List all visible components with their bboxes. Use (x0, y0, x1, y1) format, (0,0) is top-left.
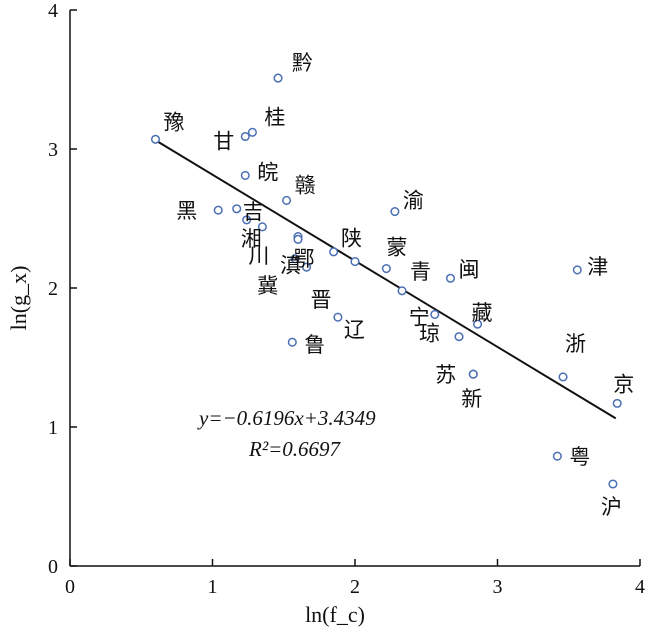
point-label: 川 (248, 244, 269, 268)
annotations-group: y=−0.6196x+3.4349 R²=0.6697 (197, 406, 376, 461)
y-tick-label: 4 (48, 0, 58, 22)
data-point (572, 265, 582, 275)
point-label: 滇 (280, 254, 301, 278)
point-label: 冀 (257, 274, 278, 298)
point-label: 晋 (311, 288, 332, 312)
point-label: 宁 (409, 305, 430, 329)
data-point (612, 398, 622, 408)
point-label: 皖 (257, 160, 278, 184)
point-label: 津 (587, 255, 608, 279)
x-tick-label: 3 (493, 576, 503, 598)
point-label: 黑 (176, 199, 197, 223)
y-axis-label: ln(g_x) (6, 266, 31, 331)
data-point (430, 309, 440, 319)
y-tick-label: 1 (48, 417, 58, 439)
fit-line-group (154, 139, 617, 420)
y-tick-label: 2 (48, 278, 58, 300)
data-point (445, 273, 456, 283)
data-point (232, 204, 242, 214)
x-tick-label: 0 (65, 576, 75, 598)
point-label: 闽 (458, 257, 479, 281)
point-label: 赣 (295, 173, 316, 197)
r-squared: R²=0.6697 (248, 437, 342, 461)
point-label: 苏 (435, 363, 456, 387)
data-point (213, 205, 223, 215)
point-label: 吉 (243, 200, 264, 224)
point-label: 藏 (472, 301, 493, 325)
point-label: 新 (461, 387, 482, 411)
data-point (473, 319, 483, 329)
data-point (240, 170, 250, 180)
data-point (329, 247, 339, 257)
point-label: 湘 (241, 227, 262, 251)
data-point (302, 262, 312, 272)
y-tick-label: 3 (48, 139, 58, 161)
point-label: 京 (613, 372, 634, 396)
data-point (287, 337, 297, 347)
x-axis-label: ln(f_c) (305, 602, 365, 627)
data-point (293, 234, 303, 244)
data-point (333, 312, 343, 322)
data-point (242, 215, 252, 225)
data-point (350, 257, 360, 267)
fit-line (154, 139, 617, 420)
data-point (608, 479, 618, 489)
point-label: 甘 (213, 129, 234, 153)
point-label: 青 (410, 260, 431, 284)
point-label: 渝 (403, 189, 424, 213)
data-point (273, 73, 283, 83)
points-group (150, 73, 622, 489)
point-label: 黔 (292, 51, 313, 75)
point-label: 桂 (264, 105, 285, 129)
data-point (247, 127, 257, 137)
point-label: 辽 (344, 318, 365, 342)
data-point (240, 131, 250, 142)
point-label: 粤 (569, 445, 590, 469)
point-label: 浙 (565, 332, 586, 356)
point-label: 琼 (419, 322, 440, 346)
data-point (454, 332, 464, 342)
data-point (290, 254, 300, 264)
y-tick-label: 0 (48, 556, 58, 578)
data-point (257, 222, 267, 232)
data-point (552, 451, 562, 461)
point-label: 沪 (601, 495, 622, 519)
x-tick-label: 1 (208, 576, 218, 598)
fit-equation: y=−0.6196x+3.4349 (197, 406, 376, 430)
point-label: 陕 (341, 227, 362, 251)
point-label: 鲁 (304, 333, 325, 357)
point-label: 鄂 (294, 247, 315, 271)
data-point (282, 195, 292, 205)
data-point (381, 263, 391, 274)
data-point (397, 286, 407, 296)
data-point (468, 369, 478, 379)
point-label: 豫 (164, 110, 185, 134)
axes: 0 1 2 3 4 0 1 2 3 4 ln(f_c) ln(g_x) (6, 0, 645, 627)
point-label: 蒙 (386, 236, 407, 260)
data-point (150, 134, 161, 144)
x-tick-label: 4 (635, 576, 645, 598)
x-tick-label: 2 (350, 576, 360, 598)
data-point (558, 372, 568, 382)
data-point (390, 207, 400, 217)
